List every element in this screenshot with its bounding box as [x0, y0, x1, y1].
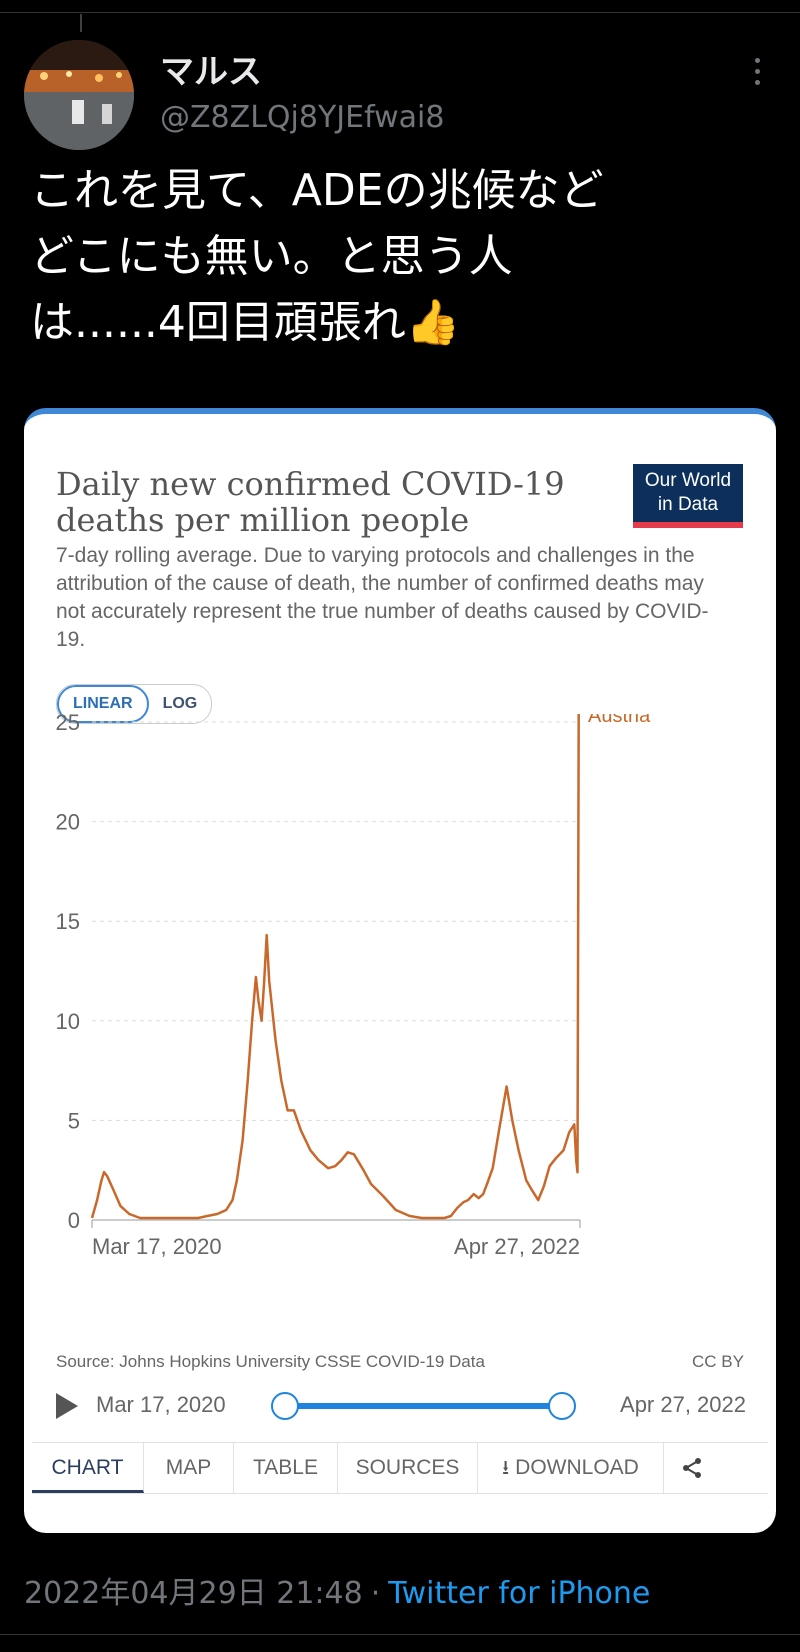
- user-handle[interactable]: @Z8ZLQj8YJEfwai8: [160, 100, 445, 135]
- timeline-start-handle[interactable]: [271, 1392, 299, 1420]
- timeline-end-handle[interactable]: [548, 1392, 576, 1420]
- tab-download-label: DOWNLOAD: [515, 1456, 639, 1479]
- display-name[interactable]: マルス: [160, 52, 262, 92]
- top-divider: [0, 12, 800, 13]
- scale-log-button[interactable]: LOG: [162, 695, 198, 712]
- thread-connector-line: [80, 14, 82, 32]
- y-tick-label: 25: [56, 714, 80, 735]
- x-tick-label: Mar 17, 2020: [92, 1234, 222, 1259]
- avatar[interactable]: [24, 40, 134, 150]
- share-icon: [683, 1458, 701, 1479]
- tab-map[interactable]: MAP: [144, 1443, 234, 1493]
- chart-subtitle: 7-day rolling average. Due to varying pr…: [56, 544, 709, 651]
- chart-tab-bar: CHART MAP TABLE SOURCES ⭳ DOWNLOAD: [32, 1442, 768, 1494]
- source-text[interactable]: Source: Johns Hopkins University CSSE CO…: [56, 1352, 485, 1371]
- separator-dot: ·: [370, 1576, 381, 1611]
- chart-title: Daily new confirmed COVID-19 deaths per …: [56, 465, 565, 539]
- y-tick-label: 10: [56, 1009, 80, 1034]
- tweet-text: これを見て、ADEの兆候など どこにも無い。と思う人 は......4回目頑張れ…: [30, 158, 775, 356]
- logo-red-bar: [633, 522, 743, 528]
- line-chart: 0 5 10 15 20 25 Mar 17, 2020 Apr 27, 2022 Austri…: [56, 714, 651, 1259]
- tab-download[interactable]: ⭳ DOWNLOAD: [478, 1443, 664, 1493]
- tab-sources[interactable]: SOURCES: [338, 1443, 478, 1493]
- download-icon: ⭳: [502, 1457, 510, 1479]
- our-world-in-data-logo: Our World in Data: [633, 464, 743, 528]
- tweet-text-line: は......4回目頑張れ👍: [30, 290, 775, 356]
- avatar-image: [24, 40, 134, 150]
- bottom-divider: [0, 1634, 800, 1635]
- timeline-start-label: Mar 17, 2020: [96, 1392, 226, 1417]
- series-label-austria: Austria: [588, 714, 651, 727]
- y-tick-label: 5: [68, 1108, 80, 1133]
- timeline-end-label: Apr 27, 2022: [620, 1392, 746, 1417]
- license-text[interactable]: CC BY: [692, 1352, 744, 1371]
- series-line-austria: [90, 714, 580, 1220]
- attached-image-card[interactable]: Daily new confirmed COVID-19 deaths per …: [24, 408, 776, 1533]
- tweet-text-line: これを見て、ADEの兆候など: [30, 165, 604, 216]
- tweet-text-line: どこにも無い。と思う人: [30, 231, 513, 282]
- y-tick-label: 15: [56, 909, 80, 934]
- timeline-slider[interactable]: Mar 17, 2020 Apr 27, 2022: [56, 1386, 746, 1426]
- logo-line: Our World: [644, 470, 732, 491]
- tweet-timestamp[interactable]: 2022年04月29日 21:48: [24, 1576, 363, 1611]
- client-link[interactable]: Twitter for iPhone: [388, 1576, 651, 1611]
- y-tick-label: 20: [56, 810, 80, 835]
- logo-line: in Data: [657, 494, 719, 515]
- tweet-text-line-content: は......4回目頑張れ: [30, 297, 406, 348]
- source-line: Source: Johns Hopkins University CSSE CO…: [56, 1352, 744, 1372]
- more-options-icon[interactable]: [752, 58, 764, 88]
- tweet-timestamp-row: 2022年04月29日 21:48 · Twitter for iPhone: [24, 1568, 650, 1612]
- thumbs-up-emoji: 👍: [405, 297, 461, 348]
- share-button[interactable]: [664, 1443, 720, 1493]
- y-tick-label: 0: [68, 1208, 80, 1233]
- play-icon[interactable]: [56, 1393, 78, 1419]
- x-tick-label: Apr 27, 2022: [454, 1234, 580, 1259]
- tab-chart[interactable]: CHART: [32, 1443, 144, 1493]
- timeline-track[interactable]: [282, 1403, 565, 1409]
- tab-table[interactable]: TABLE: [234, 1443, 338, 1493]
